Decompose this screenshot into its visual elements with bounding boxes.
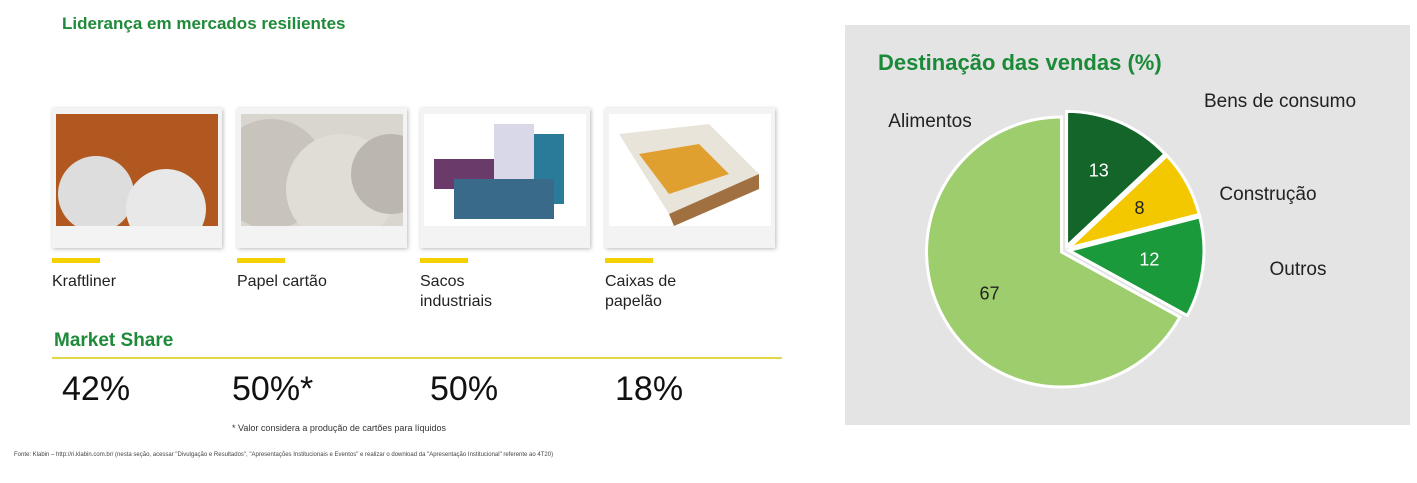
product-image xyxy=(605,108,775,248)
market-share: 50% xyxy=(430,370,499,408)
accent-bar xyxy=(420,258,468,263)
slice-value: 13 xyxy=(1089,161,1109,181)
slice-label: Bens de consumo xyxy=(1204,91,1356,112)
photo xyxy=(609,114,771,226)
accent-bar xyxy=(605,258,653,263)
slide-title: Liderança em mercados resilientes xyxy=(62,14,346,33)
accent-bar xyxy=(52,258,100,263)
product-label: Papel cartão xyxy=(237,273,327,290)
accent-bar xyxy=(237,258,285,263)
slice-value: 12 xyxy=(1139,249,1159,269)
footnote: * Valor considera a produção de cartões … xyxy=(232,423,446,433)
market-share-title: Market Share xyxy=(54,330,174,351)
slice-label: Construção xyxy=(1219,184,1316,205)
divider xyxy=(52,357,782,359)
market-share: 42% xyxy=(62,370,131,408)
pie-slice xyxy=(925,115,1182,389)
product-label: Sacos industriais xyxy=(420,273,493,310)
slice-value: 67 xyxy=(979,283,999,303)
pie-slice xyxy=(1067,153,1202,250)
product-image xyxy=(52,108,222,248)
photo xyxy=(56,114,218,226)
pie-slice xyxy=(1064,215,1206,318)
product-image xyxy=(420,108,590,248)
photo xyxy=(241,114,403,226)
product-label: Caixas de papelão xyxy=(605,273,677,310)
chart-title: Destinação das vendas (%) xyxy=(878,50,1162,75)
slice-label: Outros xyxy=(1269,259,1326,280)
product-label: Kraftliner xyxy=(52,273,117,290)
product-image xyxy=(237,108,407,248)
market-share: 18% xyxy=(615,370,684,408)
slice-value: 8 xyxy=(1134,198,1144,218)
pie-slice xyxy=(1065,109,1168,250)
source: Fonte: Klabin – http://ri.klabin.com.br/… xyxy=(14,452,554,458)
market-share: 50%* xyxy=(232,370,314,408)
slice-label: Alimentos xyxy=(888,111,971,132)
photo xyxy=(424,114,586,226)
